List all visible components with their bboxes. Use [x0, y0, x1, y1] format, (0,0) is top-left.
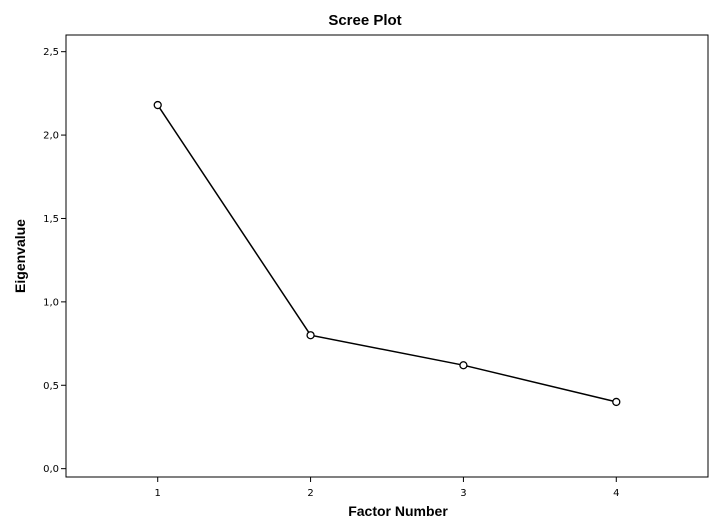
y-tick-label: 1,5: [43, 214, 59, 225]
data-point: [153, 100, 162, 110]
y-axis-label: Eigenvalue: [12, 219, 28, 293]
y-tick-label: 2,5: [43, 47, 59, 58]
x-axis: 1 2 3 4: [155, 477, 619, 499]
plot-frame: [65, 34, 709, 478]
chart-title: Scree Plot: [328, 12, 401, 29]
data-point: [612, 397, 621, 407]
series-group: [153, 100, 621, 407]
x-axis-label: Factor Number: [348, 503, 448, 519]
x-tick-label: 3: [460, 488, 466, 499]
x-tick-label: 1: [155, 488, 161, 499]
y-tick-label: 0,0: [43, 464, 59, 475]
series-line: [157, 104, 617, 403]
x-tick-label: 2: [307, 488, 313, 499]
y-tick-label: 0,5: [43, 381, 59, 392]
data-point: [459, 361, 468, 370]
y-axis: 0,0 0,5 1,0 1,5 2,0 2,5: [43, 47, 66, 475]
data-point: [306, 331, 315, 340]
y-tick-label: 1,0: [43, 297, 59, 308]
x-tick-label: 4: [613, 488, 619, 499]
y-tick-label: 2,0: [43, 131, 59, 142]
